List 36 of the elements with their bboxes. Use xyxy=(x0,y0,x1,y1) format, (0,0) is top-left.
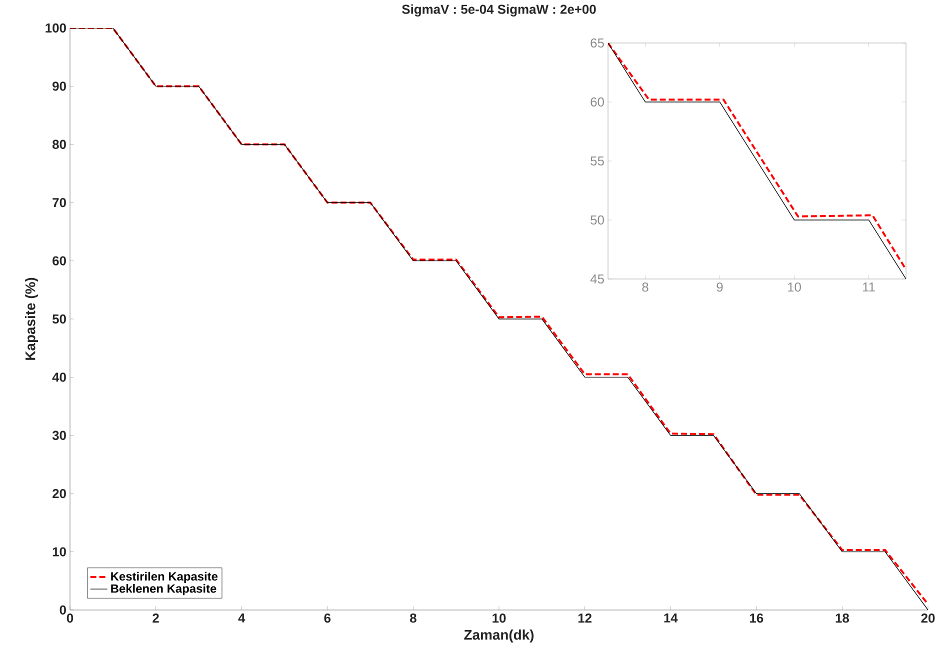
x-tick-label: 20 xyxy=(921,614,935,623)
chart-title: SigmaV : 5e-04 SigmaW : 2e+00 xyxy=(402,4,596,16)
x-tick-label: 16 xyxy=(750,614,764,623)
x-tick-label: 14 xyxy=(664,614,678,622)
legend-label: Kestirilen Kapasite xyxy=(111,572,218,584)
x-tick-label: 10 xyxy=(492,614,506,623)
y-tick-label: 65 xyxy=(590,38,604,48)
y-tick-label: 0 xyxy=(60,605,66,615)
y-tick-label: 100 xyxy=(46,23,66,33)
x-tick-label: 18 xyxy=(836,614,850,623)
x-tick-label: 9 xyxy=(716,282,723,292)
x-axis-title: Zaman(dk) xyxy=(464,630,534,643)
legend-label: Beklenen Kapasite xyxy=(111,584,216,596)
x-tick-label: 2 xyxy=(152,614,159,623)
x-tick-label: 0 xyxy=(66,614,74,623)
x-tick-label: 12 xyxy=(578,614,592,623)
x-tick-label: 8 xyxy=(642,282,648,292)
y-tick-label: 45 xyxy=(590,274,604,284)
x-tick-label: 6 xyxy=(324,614,331,623)
y-tick-label: 90 xyxy=(52,82,66,91)
y-axis-title: Kapasite (%) xyxy=(25,278,38,360)
x-tick-label: 8 xyxy=(410,614,416,623)
y-tick-label: 30 xyxy=(52,430,66,440)
y-tick-label: 80 xyxy=(52,140,66,149)
y-tick-label: 10 xyxy=(52,547,66,556)
y-tick-label: 60 xyxy=(52,256,66,266)
y-tick-label: 40 xyxy=(52,372,66,382)
x-tick-label: 11 xyxy=(863,282,875,292)
x-tick-label: 4 xyxy=(238,614,246,622)
x-tick-label: 10 xyxy=(788,282,801,292)
y-tick-label: 70 xyxy=(52,198,66,208)
y-tick-label: 50 xyxy=(590,215,604,225)
y-tick-label: 60 xyxy=(590,97,604,107)
y-tick-label: 50 xyxy=(52,314,66,324)
y-tick-label: 55 xyxy=(590,156,604,166)
y-tick-label: 20 xyxy=(52,489,66,498)
